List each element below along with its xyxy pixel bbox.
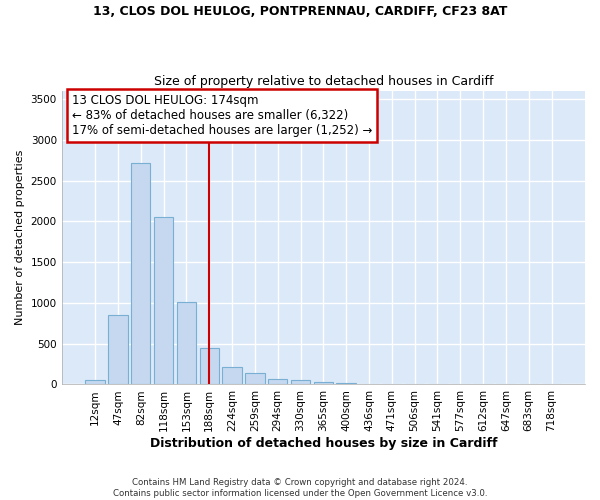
Bar	[177, 302, 196, 384]
Text: 13, CLOS DOL HEULOG, PONTPRENNAU, CARDIFF, CF23 8AT: 13, CLOS DOL HEULOG, PONTPRENNAU, CARDIF…	[93, 5, 507, 18]
Bar	[268, 379, 287, 384]
Bar	[200, 348, 219, 385]
Text: Contains HM Land Registry data © Crown copyright and database right 2024.
Contai: Contains HM Land Registry data © Crown c…	[113, 478, 487, 498]
Bar	[337, 383, 356, 384]
Bar	[314, 382, 333, 384]
Bar	[154, 216, 173, 384]
Text: 13 CLOS DOL HEULOG: 174sqm
← 83% of detached houses are smaller (6,322)
17% of s: 13 CLOS DOL HEULOG: 174sqm ← 83% of deta…	[72, 94, 373, 137]
Bar	[85, 380, 105, 384]
Title: Size of property relative to detached houses in Cardiff: Size of property relative to detached ho…	[154, 76, 493, 88]
Bar	[108, 315, 128, 384]
X-axis label: Distribution of detached houses by size in Cardiff: Distribution of detached houses by size …	[149, 437, 497, 450]
Bar	[131, 163, 151, 384]
Bar	[223, 366, 242, 384]
Bar	[245, 372, 265, 384]
Bar	[291, 380, 310, 384]
Y-axis label: Number of detached properties: Number of detached properties	[15, 150, 25, 326]
